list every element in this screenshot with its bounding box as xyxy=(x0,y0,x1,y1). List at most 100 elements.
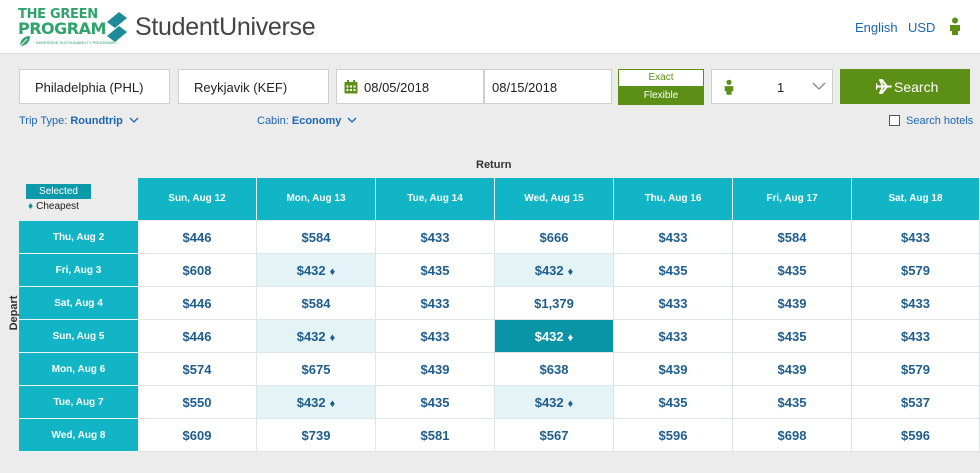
diamond-icon: ♦ xyxy=(567,332,574,344)
fare-cell[interactable]: $435 xyxy=(614,386,733,419)
fare-price: $537 xyxy=(901,395,930,410)
studentuniverse-logo-text[interactable]: StudentUniverse xyxy=(135,13,316,41)
fare-price: $609 xyxy=(182,428,212,443)
fare-cell[interactable]: $435 xyxy=(376,254,495,287)
fare-price: $433 xyxy=(658,329,688,344)
fare-cell[interactable]: $435 xyxy=(733,254,852,287)
fare-cell[interactable]: $446 xyxy=(138,221,257,254)
fare-cell[interactable]: $433 xyxy=(614,320,733,353)
diamond-icon: ♦ xyxy=(28,201,34,212)
cabin-dropdown[interactable]: Cabin: Economy xyxy=(257,115,357,127)
trip-type-dropdown[interactable]: Trip Type: Roundtrip xyxy=(19,115,139,127)
fare-cell[interactable]: $584 xyxy=(733,221,852,254)
return-date-field[interactable]: 08/15/2018 xyxy=(484,69,612,104)
fare-cell[interactable]: $446 xyxy=(138,320,257,353)
fare-cell[interactable]: $666 xyxy=(495,221,614,254)
return-date-header: Sun, Aug 12 xyxy=(138,178,257,220)
fare-cell[interactable]: $432 ♦ xyxy=(495,386,614,419)
fare-cell[interactable]: $439 xyxy=(733,287,852,320)
fare-price: $584 xyxy=(301,230,331,245)
depart-date-field[interactable]: 08/05/2018 xyxy=(336,69,484,104)
exact-dates-toggle[interactable]: Exact xyxy=(618,69,704,87)
fare-cell[interactable]: $439 xyxy=(733,353,852,386)
origin-field[interactable]: Philadelphia (PHL) xyxy=(19,69,170,104)
fare-price: $432 xyxy=(534,395,564,410)
depart-date-header: Tue, Aug 7 xyxy=(19,386,138,419)
fare-cell[interactable]: $675 xyxy=(257,353,376,386)
fare-cell[interactable]: $537 xyxy=(852,386,980,419)
fare-price: $581 xyxy=(420,428,450,443)
fare-price: $675 xyxy=(301,362,331,377)
fare-price: $432 xyxy=(296,329,326,344)
fare-cell[interactable]: $432 ♦ xyxy=(257,320,376,353)
fare-cell[interactable]: $432 ♦ xyxy=(495,254,614,287)
fare-cell[interactable]: $432 ♦ xyxy=(257,254,376,287)
fare-cell[interactable]: $433 xyxy=(376,287,495,320)
fare-cell[interactable]: $584 xyxy=(257,287,376,320)
fare-cell[interactable]: $433 xyxy=(852,221,980,254)
language-selector[interactable]: English xyxy=(855,20,898,35)
fare-cell[interactable]: $609 xyxy=(138,419,257,452)
chevron-down-icon xyxy=(129,117,139,123)
destination-value: Reykjavik (KEF) xyxy=(194,80,288,95)
destination-field[interactable]: Reykjavik (KEF) xyxy=(178,69,329,104)
fare-price: $439 xyxy=(777,362,807,377)
search-hotels-label[interactable]: Search hotels xyxy=(906,115,974,127)
return-date-header: Tue, Aug 14 xyxy=(376,178,495,220)
fare-cell[interactable]: $435 xyxy=(733,386,852,419)
depart-date-header: Mon, Aug 6 xyxy=(19,353,138,386)
fare-cell[interactable]: $739 xyxy=(257,419,376,452)
fare-cell[interactable]: $608 xyxy=(138,254,257,287)
leaf-icon xyxy=(19,36,30,47)
fare-price: $433 xyxy=(901,230,930,245)
fare-cell[interactable]: $596 xyxy=(852,419,980,452)
fare-cell[interactable]: $433 xyxy=(614,221,733,254)
depart-date-header: Wed, Aug 8 xyxy=(19,419,138,452)
fare-price: $435 xyxy=(420,263,450,278)
chevron-down-icon xyxy=(812,82,826,90)
fare-cell[interactable]: $1,379 xyxy=(495,287,614,320)
fare-cell[interactable]: $579 xyxy=(852,353,980,386)
fare-cell[interactable]: $435 xyxy=(376,386,495,419)
fare-cell[interactable]: $584 xyxy=(257,221,376,254)
fare-cell[interactable]: $579 xyxy=(852,254,980,287)
fare-price: $432 xyxy=(534,263,564,278)
search-hotels-checkbox[interactable] xyxy=(889,115,900,126)
fare-cell[interactable]: $432 ♦ xyxy=(257,386,376,419)
tgp-logo-line2: PROGRAM xyxy=(18,19,106,38)
fare-cell-selected[interactable]: $432 ♦ xyxy=(495,320,614,353)
fare-cell[interactable]: $567 xyxy=(495,419,614,452)
cabin-value: Economy xyxy=(291,115,342,127)
passenger-select[interactable]: 1 xyxy=(711,69,833,104)
fare-cell[interactable]: $433 xyxy=(852,320,980,353)
tgp-logo-line1: THE GREEN xyxy=(18,7,98,22)
studentuniverse-logo-mark[interactable] xyxy=(103,10,131,44)
fare-cell[interactable]: $433 xyxy=(614,287,733,320)
fare-cell[interactable]: $439 xyxy=(614,353,733,386)
fare-cell[interactable]: $574 xyxy=(138,353,257,386)
fare-price: $433 xyxy=(901,329,930,344)
return-date-header: Thu, Aug 16 xyxy=(614,178,733,220)
fare-cell[interactable]: $439 xyxy=(376,353,495,386)
fare-price: $579 xyxy=(901,362,930,377)
fare-cell[interactable]: $435 xyxy=(614,254,733,287)
the-green-program-logo[interactable]: THE GREEN PROGRAM IMMERSIVE SUSTAINABILI… xyxy=(18,7,116,48)
fare-cell[interactable]: $550 xyxy=(138,386,257,419)
fare-price: $567 xyxy=(539,428,569,443)
fare-cell[interactable]: $446 xyxy=(138,287,257,320)
trip-type-label: Trip Type: xyxy=(19,115,68,127)
fare-cell[interactable]: $433 xyxy=(376,320,495,353)
fare-price: $439 xyxy=(658,362,688,377)
fare-cell[interactable]: $433 xyxy=(376,221,495,254)
currency-selector[interactable]: USD xyxy=(908,20,936,35)
fare-cell[interactable]: $638 xyxy=(495,353,614,386)
fare-cell[interactable]: $581 xyxy=(376,419,495,452)
fare-cell[interactable]: $596 xyxy=(614,419,733,452)
fare-cell[interactable]: $435 xyxy=(733,320,852,353)
fare-cell[interactable]: $433 xyxy=(852,287,980,320)
search-button[interactable]: Search xyxy=(840,69,970,104)
account-person-icon[interactable] xyxy=(948,17,962,35)
fare-price: $433 xyxy=(658,296,688,311)
flexible-dates-toggle[interactable]: Flexible xyxy=(618,87,704,105)
fare-cell[interactable]: $698 xyxy=(733,419,852,452)
